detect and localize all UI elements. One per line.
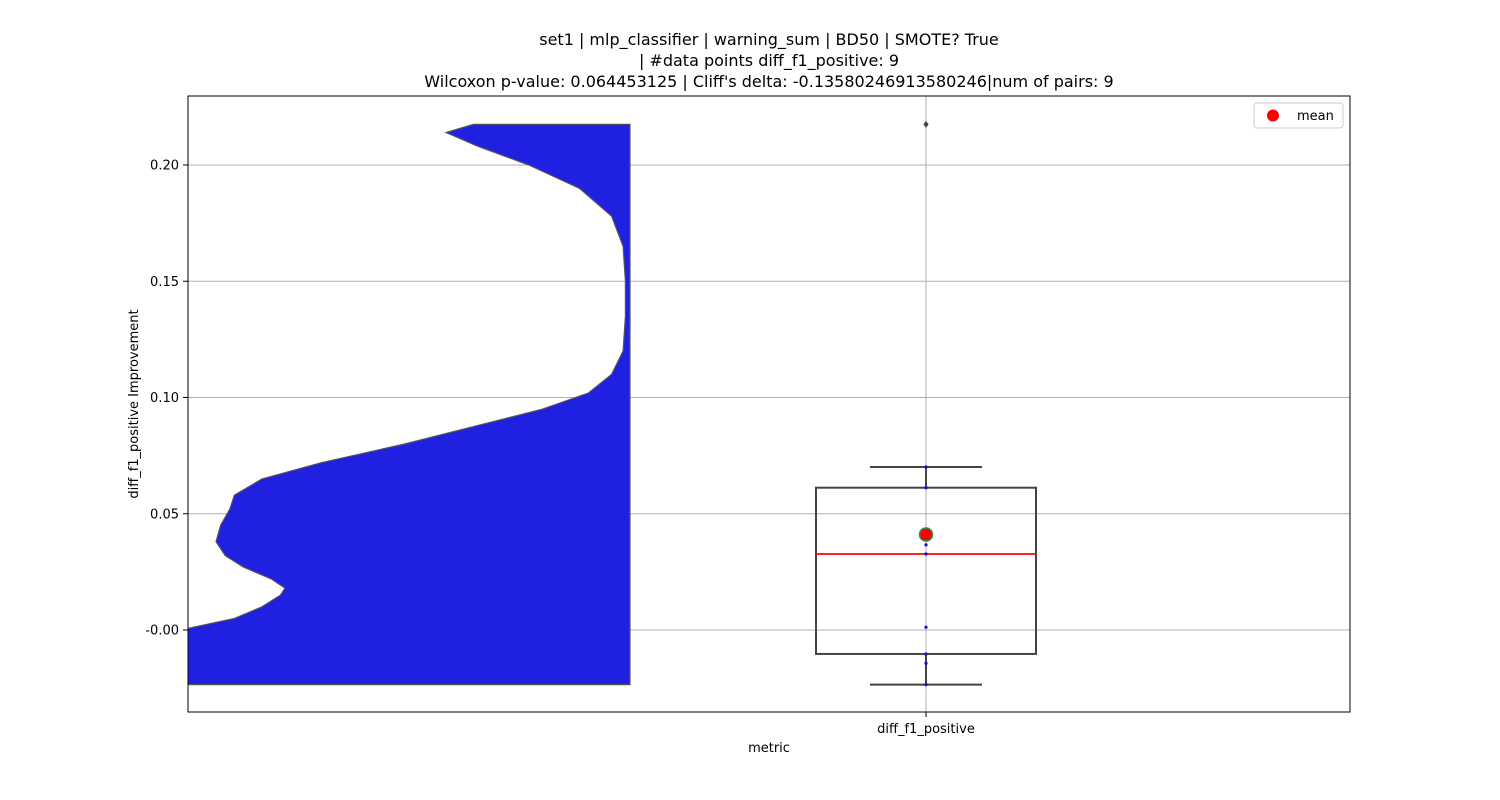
y-tick-label: 0.05: [150, 507, 179, 522]
legend: mean: [1253, 102, 1344, 129]
mean-marker: [918, 527, 934, 542]
data-point: [924, 625, 928, 629]
y-tick-label: 0.15: [150, 275, 179, 290]
x-axis-label: metric: [748, 741, 790, 756]
y-tick-label: 0.20: [150, 159, 179, 174]
data-point: [924, 652, 928, 656]
chart-title-line-1: set1 | mlp_classifier | warning_sum | BD…: [539, 30, 999, 49]
legend-mean-marker: [1267, 109, 1279, 122]
violin-body: [188, 123, 631, 686]
data-point: [924, 486, 928, 490]
plot-frame: [187, 95, 1351, 713]
data-points: [918, 120, 934, 687]
x-tick-label: diff_f1_positive: [877, 722, 975, 737]
chart-title-line-3: Wilcoxon p-value: 0.064453125 | Cliff's …: [424, 72, 1114, 91]
y-tick-label: -0.00: [145, 624, 179, 639]
data-point: [924, 543, 928, 547]
data-point: [924, 465, 928, 469]
y-tick-label: 0.10: [150, 391, 179, 406]
outlier-marker: [923, 120, 929, 128]
y-axis-ticks: -0.00 0.05 0.10 0.15 0.20: [145, 159, 188, 639]
data-point: [924, 552, 928, 556]
legend-mean-label: mean: [1297, 109, 1334, 124]
y-axis-label: diff_f1_positive Improvement: [127, 309, 142, 498]
chart-title-line-2: | #data points diff_f1_positive: 9: [638, 51, 900, 70]
data-point: [924, 683, 928, 687]
legend-frame: [1253, 102, 1344, 129]
data-point: [924, 661, 928, 665]
